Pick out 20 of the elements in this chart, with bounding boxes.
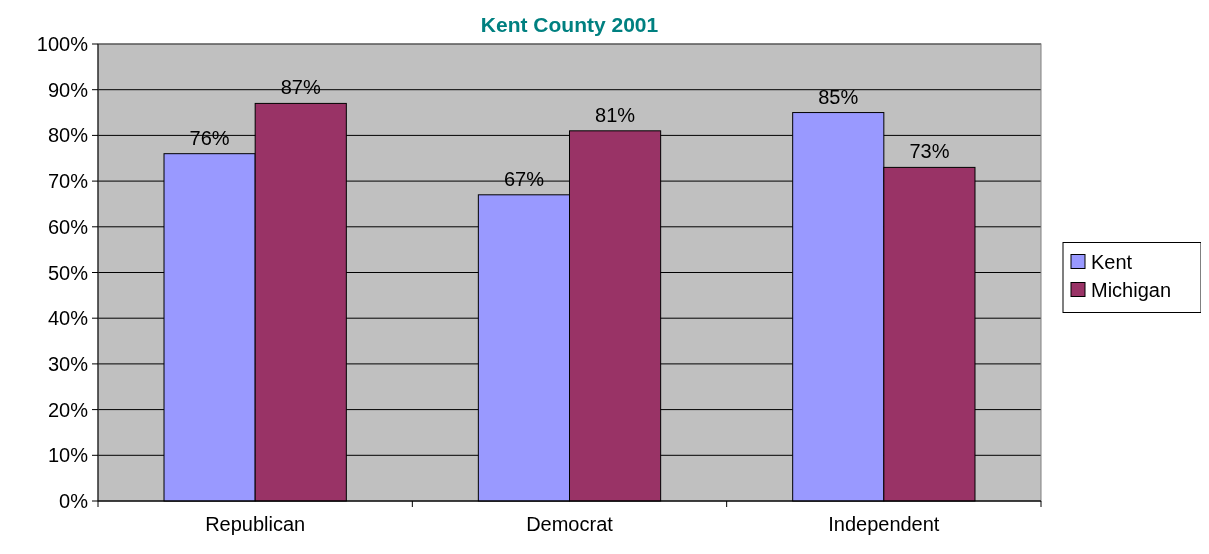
legend-label: Michigan [1091, 278, 1172, 301]
chart-title: Kent County 2001 [480, 13, 659, 36]
y-tick-label: 100% [36, 33, 89, 55]
data-label: 85% [818, 85, 859, 108]
data-label: 81% [595, 103, 636, 126]
legend-label: Kent [1091, 250, 1133, 273]
y-tick-label: 20% [47, 398, 89, 421]
x-tick-label: Democrat [526, 513, 614, 535]
y-tick-label: 90% [47, 78, 89, 101]
y-tick-label: 80% [47, 124, 89, 147]
y-tick-label: 60% [47, 215, 89, 238]
y-tick-label: 50% [47, 261, 89, 284]
y-tick-label: 70% [47, 170, 89, 193]
x-tick-label: Republican [205, 513, 306, 535]
y-tick-label: 30% [47, 352, 89, 375]
y-tick-label: 40% [47, 307, 89, 330]
x-tick-label: Independent [828, 513, 940, 535]
data-label: 73% [909, 140, 950, 163]
y-tick-label: 0% [59, 490, 89, 512]
y-tick-label: 10% [47, 444, 89, 467]
